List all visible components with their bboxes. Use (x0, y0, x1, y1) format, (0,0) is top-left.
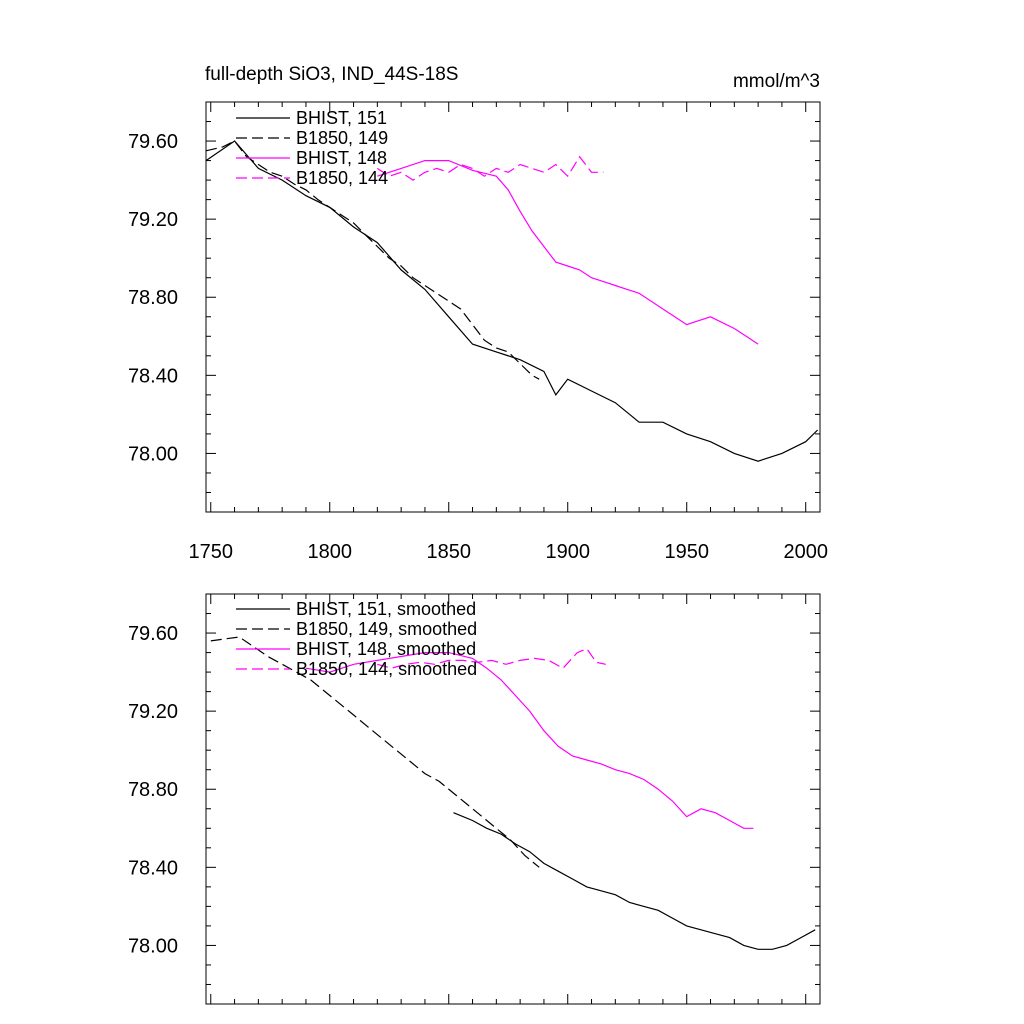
series-line-4 (377, 647, 606, 669)
y-tick-label: 79.20 (128, 209, 178, 231)
series-line-2 (210, 636, 540, 868)
chart-panel-bottom: 78.00 78.40 78.80 79.20 79.60 BHIST, 151, sm… (128, 593, 821, 1005)
series-line-3 (305, 652, 754, 829)
x-tick-label: 2000 (783, 541, 828, 563)
y-tick-label: 79.20 (128, 701, 178, 723)
x-tick-label: 1850 (426, 541, 471, 563)
x-tick-label: 1750 (189, 541, 234, 563)
x-tick-label: 1800 (308, 541, 353, 563)
y-tick-label: 78.80 (128, 779, 178, 801)
legend-label: BHIST, 151 (296, 108, 387, 128)
chart-panel-top: full-depth SiO3, IND_44S-18S mmol/m^3 17… (128, 64, 828, 563)
plot-frame (205, 101, 821, 513)
y-tick-label: 78.00 (128, 443, 178, 465)
legend-label: BHIST, 148 (296, 148, 387, 168)
legend-label: B1850, 144 (296, 168, 388, 188)
chart-title: full-depth SiO3, IND_44S-18S (205, 64, 458, 85)
y-tick-label: 79.60 (128, 623, 178, 645)
y-tick-label: 78.00 (128, 935, 178, 957)
x-tick-label: 1950 (664, 541, 709, 563)
y-tick-label: 78.40 (128, 365, 178, 387)
y-tick-label: 79.60 (128, 131, 178, 153)
legend-label: B1850, 149 (296, 128, 388, 148)
plot-frame (205, 593, 821, 1005)
x-tick-label: 1900 (545, 541, 590, 563)
series-line-1 (453, 812, 816, 950)
series-line-3 (377, 160, 759, 345)
series-line-2 (205, 140, 540, 380)
y-tick-label: 78.80 (128, 287, 178, 309)
legend-label: B1850, 149, smoothed (296, 619, 477, 639)
y-tick-label: 78.40 (128, 857, 178, 879)
chart-units: mmol/m^3 (733, 71, 820, 92)
legend-label: BHIST, 148, smoothed (296, 639, 476, 659)
series-line-1 (205, 140, 819, 462)
legend-label: BHIST, 151, smoothed (296, 599, 476, 619)
legend-label: B1850, 144, smoothed (296, 659, 477, 679)
series-line-4 (376, 155, 604, 181)
